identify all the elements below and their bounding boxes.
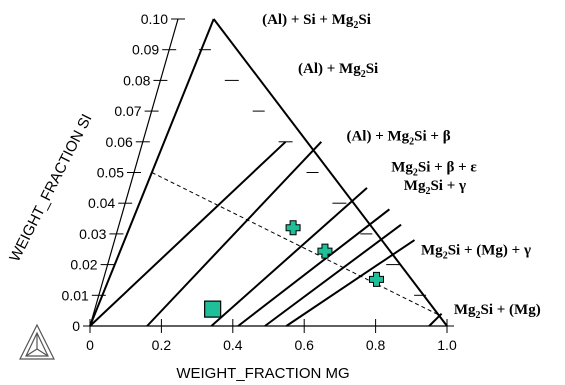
phase-boundary-line (285, 239, 416, 327)
phase-boundary-line (146, 141, 323, 327)
phase-boundary-line (89, 141, 287, 327)
x-tick-label: 0 (86, 337, 94, 353)
x-axis-label: WEIGHT_FRACTION MG (176, 365, 349, 382)
outer-boundary-line (212, 18, 448, 327)
ticks: 0 0.2 0.4 0.6 0.8 1.0 0 0.01 0.02 0.03 0.04 0.05 0.0… (62, 11, 457, 353)
y-tick-label: 0.05 (97, 165, 124, 181)
y-tick-label: 0.04 (88, 195, 115, 211)
x-tick-label: 0.6 (294, 337, 314, 353)
phase-boundary-line (264, 223, 402, 327)
region-label: Mg2Si + γ (404, 178, 466, 197)
y-tick-label: 0.07 (114, 103, 141, 119)
y-tick-label: 0 (72, 318, 80, 334)
y-tick-label: 0.02 (70, 257, 97, 273)
phase-boundary-line (237, 208, 391, 327)
y-tick-label: 0.08 (123, 72, 150, 88)
x-tick-label: 0.4 (223, 337, 243, 353)
y-tick-label: 0.09 (132, 42, 159, 58)
y-tick-label: 0.01 (62, 287, 89, 303)
region-label: Mg2Si + (Mg) + γ (421, 242, 531, 261)
data-point-cross (368, 271, 384, 287)
data-point-cross (285, 220, 301, 236)
region-label: (Al) + Mg2Si + β (346, 129, 450, 148)
x-tick-label: 0.2 (152, 337, 172, 353)
y-tick-label: 0.06 (106, 134, 133, 150)
y-tick-label: 0.03 (79, 226, 106, 242)
y-tick-label: 0.10 (141, 11, 168, 27)
region-label: Mg2Si + β + ε (391, 159, 477, 178)
phase-boundary-line (210, 187, 368, 327)
thermo-calc-logo-icon (19, 323, 55, 360)
data-point-cross (317, 243, 333, 259)
phase-boundary-line (428, 313, 443, 327)
phase-boundaries (89, 18, 448, 327)
region-label: Mg2Si + (Mg) (454, 302, 541, 321)
region-labels: (Al) + Si + Mg2Si (Al) + Mg2Si (Al) + Mg2S… (262, 12, 541, 321)
data-point-square (204, 300, 222, 318)
region-label: (Al) + Si + Mg2Si (262, 12, 371, 31)
x-tick-label: 1.0 (437, 337, 457, 353)
x-tick-label: 0.8 (366, 337, 386, 353)
region-label: (Al) + Mg2Si (298, 61, 378, 80)
tie-line-dashed (151, 172, 440, 316)
data-points (204, 220, 384, 318)
